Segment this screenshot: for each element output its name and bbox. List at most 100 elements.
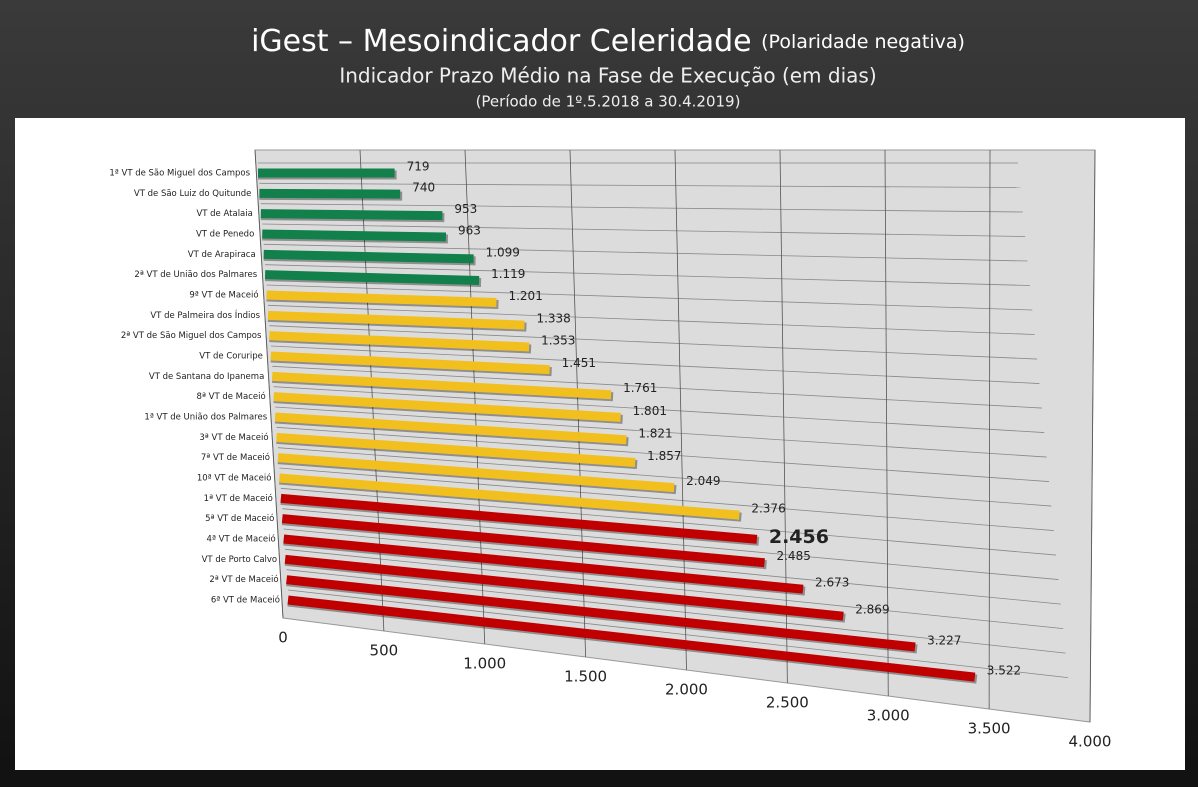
value-label: 1.451: [562, 356, 596, 370]
bar: [274, 412, 627, 445]
row-grid-line: [269, 325, 1038, 360]
title-note: (Polaridade negativa): [761, 31, 965, 53]
value-label: 1.761: [623, 381, 657, 395]
y-tick-label: 5ª VT de Maceió: [205, 513, 274, 524]
bar: [267, 310, 525, 330]
y-tick-label: 3ª VT de Maceió: [199, 432, 268, 443]
plot: 0 500 1.000 1.500 2.000 2.500 3.000 3.500 4.000 1…: [109, 149, 1112, 751]
grid-line: [884, 149, 889, 697]
period: (Período de 1º.5.2018 a 30.4.2019): [476, 93, 741, 111]
value-label: 2.485: [776, 549, 810, 563]
y-tick-label: VT de Atalaia: [196, 209, 252, 219]
value-label: 2.376: [751, 502, 785, 516]
y-tick-label: 2ª VT de União dos Palmares: [134, 270, 257, 280]
bar: [265, 270, 480, 285]
y-tick-label: VT de Penedo: [196, 230, 254, 240]
value-label: 3.227: [927, 633, 961, 647]
y-tick-label: 7ª VT de Maceió: [201, 452, 270, 463]
y-tick-label: 1ª VT de São Miguel dos Campos: [109, 169, 250, 179]
title-main: iGest – Mesoindicador Celeridade: [251, 24, 752, 59]
bar: [262, 229, 447, 242]
row-grid-line: [275, 406, 1047, 458]
x-tick-label: 3.000: [867, 707, 910, 725]
value-label: 719: [407, 160, 430, 174]
y-tick-label: 9ª VT de Maceió: [189, 290, 258, 301]
value-label: 1.201: [508, 289, 542, 303]
row-grid-line: [270, 345, 1040, 384]
row-grid-line: [265, 264, 1030, 286]
y-tick-label: 4ª VT de Maceió: [207, 534, 276, 545]
row-grid-line: [283, 528, 1061, 605]
value-label: 1.857: [647, 449, 681, 463]
value-label: 1.801: [633, 404, 667, 418]
bar: [266, 290, 497, 308]
row-grid-line: [267, 304, 1035, 335]
x-tick-label: 1.500: [564, 668, 607, 686]
row-grid-line: [280, 487, 1057, 556]
y-tick-label: 6ª VT de Maceió: [211, 595, 280, 606]
row-grid-line: [262, 223, 1026, 237]
value-label: 963: [458, 224, 481, 238]
value-label: 953: [454, 202, 477, 216]
row-grid-line: [260, 203, 1023, 213]
y-tick-label: VT de Santana do Ipanema: [149, 372, 264, 382]
chart-title: iGest – Mesoindicador Celeridade (Polari…: [251, 24, 965, 59]
row-grid-line: [259, 182, 1021, 188]
bar: [272, 371, 612, 400]
bar: [283, 534, 804, 594]
bar: [280, 493, 758, 544]
row-grid-line: [287, 589, 1069, 678]
grid-line: [254, 149, 284, 619]
bar: [273, 392, 621, 422]
bar: [279, 473, 740, 520]
row-grid-line: [279, 467, 1054, 531]
value-label: 2.456: [769, 526, 829, 548]
value-label: 3.522: [987, 664, 1021, 678]
value-label: 1.353: [541, 333, 575, 347]
bar: [284, 554, 844, 621]
grid-line: [569, 149, 587, 658]
y-tick-label: 10ª VT de Maceió: [197, 473, 272, 484]
y-tick-label: 2ª VT de Maceió: [209, 574, 278, 585]
row-grid-line: [282, 508, 1059, 580]
bar: [260, 209, 443, 221]
x-tick-label: 500: [370, 642, 399, 660]
y-tick-label: 1ª VT de Maceió: [204, 493, 273, 504]
y-tick-label: VT de Palmeira dos Índios: [150, 309, 260, 321]
row-grid-line: [273, 386, 1045, 433]
grid-line: [988, 149, 991, 710]
bar: [281, 514, 765, 568]
value-label: 740: [412, 181, 435, 195]
bar: [270, 351, 550, 375]
value-label: 1.119: [491, 267, 525, 281]
chart-subtitle: Indicador Prazo Médio na Fase de Execuçã…: [339, 64, 876, 88]
y-tick-label: VT de Coruripe: [199, 352, 263, 362]
bar: [277, 453, 675, 493]
value-label: 2.869: [855, 603, 889, 617]
row-grid-line: [272, 365, 1042, 409]
value-label: 1.099: [486, 245, 520, 259]
value-label: 1.821: [638, 426, 672, 440]
bar: [259, 188, 401, 199]
x-tick-label: 2.500: [766, 694, 809, 712]
bar: [276, 432, 636, 467]
bar: [269, 331, 530, 352]
bar: [263, 249, 474, 264]
value-label: 2.673: [815, 576, 849, 590]
bar: [287, 595, 976, 682]
y-tick-label: VT de São Luiz do Quitunde: [134, 189, 252, 199]
y-tick-label: 8ª VT de Maceió: [197, 391, 266, 402]
y-tick-label: 2ª VT de São Miguel dos Campos: [121, 331, 262, 341]
grid-line: [1089, 149, 1096, 723]
x-tick-label: 3.500: [968, 720, 1011, 738]
grid-line: [674, 149, 687, 671]
bar: [286, 575, 916, 652]
row-grid-line: [263, 243, 1028, 262]
y-tick-label: VT de Porto Calvo: [202, 555, 278, 565]
x-tick-label: 4.000: [1069, 733, 1112, 751]
row-grid-line: [286, 569, 1066, 654]
x-tick-label: 1.000: [463, 655, 506, 673]
row-grid-line: [277, 447, 1052, 507]
x-tick-label: 0: [278, 629, 288, 647]
